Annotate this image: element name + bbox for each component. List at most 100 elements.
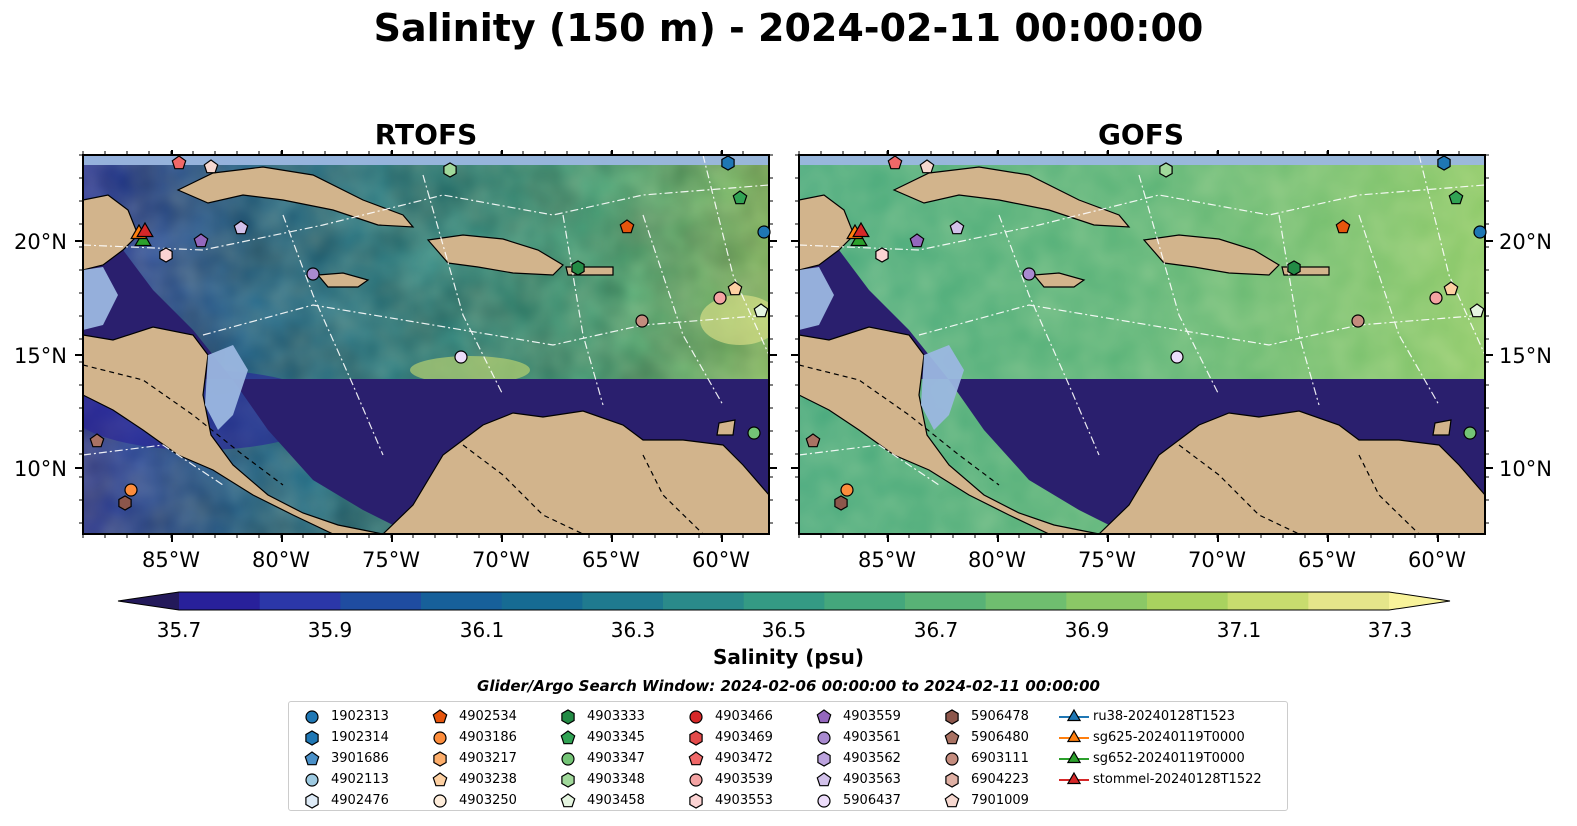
float-marker: [118, 495, 132, 511]
colorbar-segment: [1308, 592, 1390, 610]
colorbar-segment: [340, 592, 422, 610]
legend-marker: [817, 730, 831, 745]
legend-label: 4903250: [459, 793, 517, 808]
float-marker: [1159, 162, 1173, 178]
lat-tick-l-15: 15°N: [14, 344, 67, 368]
float-marker: [1429, 291, 1443, 305]
legend-item: 4903561: [809, 727, 901, 748]
legend-item: 4903553: [681, 790, 773, 811]
map-frame-rtofs: [82, 154, 770, 535]
legend-label: 4903559: [843, 709, 901, 724]
lon-tick-r-85: 85°W: [858, 548, 916, 572]
circle-marker-icon: [689, 772, 703, 787]
legend-label: 4902534: [459, 709, 517, 724]
legend-item: 7901009: [937, 790, 1029, 811]
hexagon-marker-icon: [433, 750, 447, 767]
colorbar-segment: [501, 592, 583, 610]
legend-label: 4903345: [587, 730, 645, 745]
float-marker: [875, 247, 889, 263]
legend-marker: [817, 793, 831, 808]
map-gofs: [799, 155, 1485, 534]
legend-column: 1902313 1902314 3901686 4902113 4902476: [297, 706, 389, 811]
map-frame-gofs: [798, 154, 1486, 535]
colorbar-segment: [259, 592, 341, 610]
float-marker: [171, 155, 187, 170]
legend-label: 4903563: [843, 772, 901, 787]
legend-item: sg625-20240119T0000: [1059, 727, 1262, 748]
colorbar-segment: [421, 592, 503, 610]
colorbar-tick-label: 37.3: [1367, 618, 1413, 642]
lon-tick-r-65: 65°W: [1298, 548, 1356, 572]
colorbar-tick-label: 36.1: [459, 618, 505, 642]
legend-item: 5906437: [809, 790, 901, 811]
legend-label: 3901686: [331, 751, 389, 766]
circle-marker-icon: [945, 751, 959, 766]
figure-title: Salinity (150 m) - 2024-02-11 00:00:00: [373, 6, 1204, 50]
hexagon-marker-icon: [817, 750, 831, 767]
float-marker: [203, 159, 219, 174]
colorbar-segment: [1066, 592, 1148, 610]
pentagon-marker-icon: [432, 771, 448, 786]
colorbar-segment: [824, 592, 906, 610]
legend-marker: [561, 708, 575, 725]
legend-column: 4903466 4903469 4903472 4903539 4903553: [681, 706, 773, 811]
legend-item: 6904223: [937, 769, 1029, 790]
float-marker: [306, 267, 320, 281]
pentagon-marker-icon: [816, 708, 832, 723]
legend-item: 5906480: [937, 727, 1029, 748]
triangle-marker-icon: [1059, 708, 1089, 721]
lat-tick-l-20: 20°N: [14, 230, 67, 254]
colorbar-segment: [985, 592, 1067, 610]
legend-marker: [945, 771, 959, 788]
legend-label: 7901009: [971, 793, 1029, 808]
panel-title-rtofs: RTOFS: [374, 118, 478, 151]
legend-label: 6903111: [971, 751, 1029, 766]
float-marker: [619, 219, 635, 234]
legend-label: 4903466: [715, 709, 773, 724]
float-marker: [747, 426, 761, 440]
legend-marker: [432, 771, 448, 786]
legend-marker: [689, 729, 703, 746]
colorbar: [117, 591, 1451, 611]
lat-tick-l-10: 10°N: [14, 457, 67, 481]
legend-item: 4903345: [553, 727, 645, 748]
float-marker: [193, 233, 209, 248]
float-marker: [159, 247, 173, 263]
colorbar-tick-label: 36.3: [610, 618, 656, 642]
legend-marker: [433, 730, 447, 745]
legend-item: 3901686: [297, 748, 389, 769]
float-marker: [840, 483, 854, 497]
legend-marker: [689, 792, 703, 809]
pentagon-marker-icon: [432, 708, 448, 723]
float-marker: [124, 483, 138, 497]
legend-item: 4903472: [681, 748, 773, 769]
legend-marker: [305, 792, 319, 809]
legend-label: 4902113: [331, 772, 389, 787]
circle-marker-icon: [433, 730, 447, 745]
legend-item: 4903238: [425, 769, 517, 790]
float-marker: [949, 220, 965, 235]
float-marker: [721, 155, 735, 171]
colorbar-tick-label: 36.5: [761, 618, 807, 642]
legend-marker: [944, 792, 960, 807]
colorbar-segment: [905, 592, 987, 610]
glider-marker: [852, 221, 870, 238]
colorbar-segment: [582, 592, 664, 610]
legend-column: 4903559 4903561 4903562 4903563 5906437: [809, 706, 901, 811]
legend-marker: [945, 751, 959, 766]
legend-label: 1902313: [331, 709, 389, 724]
float-marker: [1443, 281, 1459, 296]
float-marker: [1335, 219, 1351, 234]
legend-marker: [816, 771, 832, 786]
hexagon-marker-icon: [689, 792, 703, 809]
colorbar-segment: [1147, 592, 1229, 610]
legend-item: 4903333: [553, 706, 645, 727]
legend-label: 4903348: [587, 772, 645, 787]
float-marker: [834, 495, 848, 511]
legend-marker: [689, 772, 703, 787]
float-marker: [1170, 350, 1184, 364]
legend-item: 4903539: [681, 769, 773, 790]
legend-label: 1902314: [331, 730, 389, 745]
legend-label: 4903217: [459, 751, 517, 766]
lon-tick-l-70: 70°W: [472, 548, 530, 572]
